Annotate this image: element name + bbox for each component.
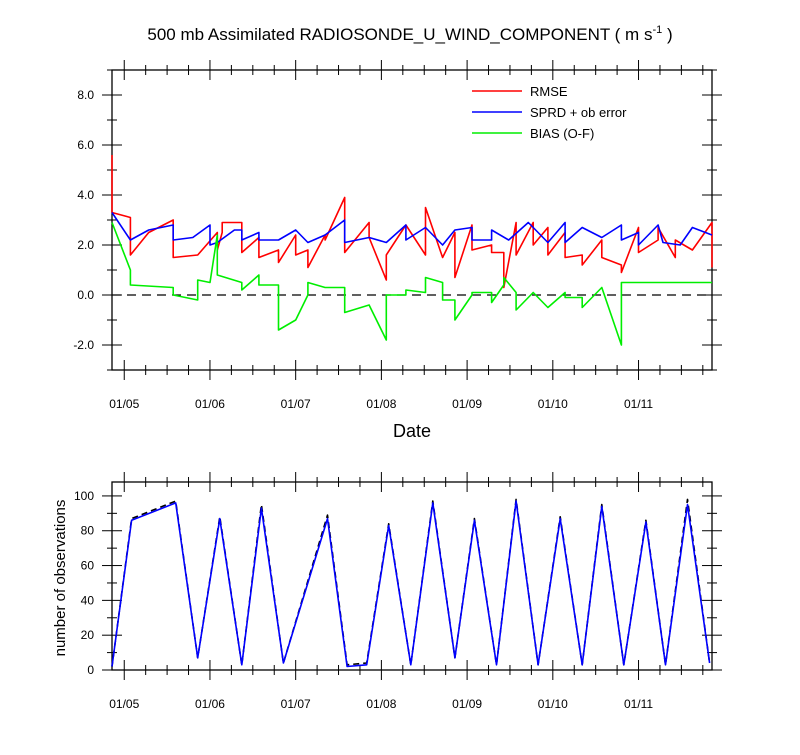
bottom-y-tick-label: 0 [87, 663, 94, 677]
top-series-bias-o-f [111, 222, 712, 346]
bottom-y-tick-label: 60 [81, 559, 95, 573]
legend: RMSE SPRD + ob error BIAS (O-F) [472, 84, 627, 141]
bottom-series-assimilated-observations [111, 500, 711, 668]
bottom-x-tick-label: 01/09 [452, 697, 482, 711]
legend-label-sprd: SPRD + ob error [530, 105, 627, 120]
top-x-tick-label: 01/08 [366, 397, 396, 411]
top-series-sprd-ob-error [111, 212, 713, 246]
top-x-tick-label: 01/10 [538, 397, 568, 411]
top-y-tick-label: 8.0 [77, 88, 94, 102]
top-y-tick-label: 6.0 [77, 138, 94, 152]
legend-label-rmse: RMSE [530, 84, 568, 99]
title-units-superscript: -1 [652, 24, 662, 36]
legend-label-bias: BIAS (O-F) [530, 126, 594, 141]
bottom-y-tick-label: 20 [81, 628, 95, 642]
top-x-tick-label: 01/06 [195, 397, 225, 411]
bottom-x-tick-label: 01/07 [281, 697, 311, 711]
bottom-x-tick-label: 01/05 [109, 697, 139, 711]
top-x-tick-label: 01/07 [281, 397, 311, 411]
top-y-tick-label: 4.0 [77, 188, 94, 202]
bottom-series-group [111, 498, 711, 668]
top-x-axis-title: Date [393, 421, 431, 441]
bottom-x-tick-label: 01/06 [195, 697, 225, 711]
bottom-x-tick-label: 01/11 [624, 697, 653, 711]
top-series-rmse [111, 155, 713, 289]
top-y-tick-label: 0.0 [77, 288, 94, 302]
bottom-y-axis-title: number of observations [52, 500, 69, 657]
bottom-y-tick-label: 80 [81, 524, 95, 538]
bottom-plot-frame [111, 481, 713, 671]
bottom-axes: 01/05 01/06 01/07 01/08 01/09 01/10 01/11 0 20 40… [74, 472, 722, 711]
bottom-y-tick-label: 100 [74, 489, 94, 503]
top-y-tick-label: 2.0 [77, 238, 94, 252]
top-x-tick-label: 01/09 [452, 397, 482, 411]
top-series-group [111, 155, 713, 346]
top-axes: 01/05 01/06 01/07 01/08 01/09 01/10 01/11 -2.0 0… [73, 60, 722, 411]
bottom-x-tick-label: 01/10 [538, 697, 568, 711]
bottom-x-tick-label: 01/08 [366, 697, 396, 711]
top-x-tick-label: 01/05 [109, 397, 139, 411]
top-x-tick-label: 01/11 [624, 397, 653, 411]
top-y-tick-label: -2.0 [73, 338, 94, 352]
bottom-y-tick-label: 40 [81, 593, 95, 607]
chart-title: 500 mb Assimilated RADIOSONDE_U_WIND_COM… [147, 24, 672, 44]
